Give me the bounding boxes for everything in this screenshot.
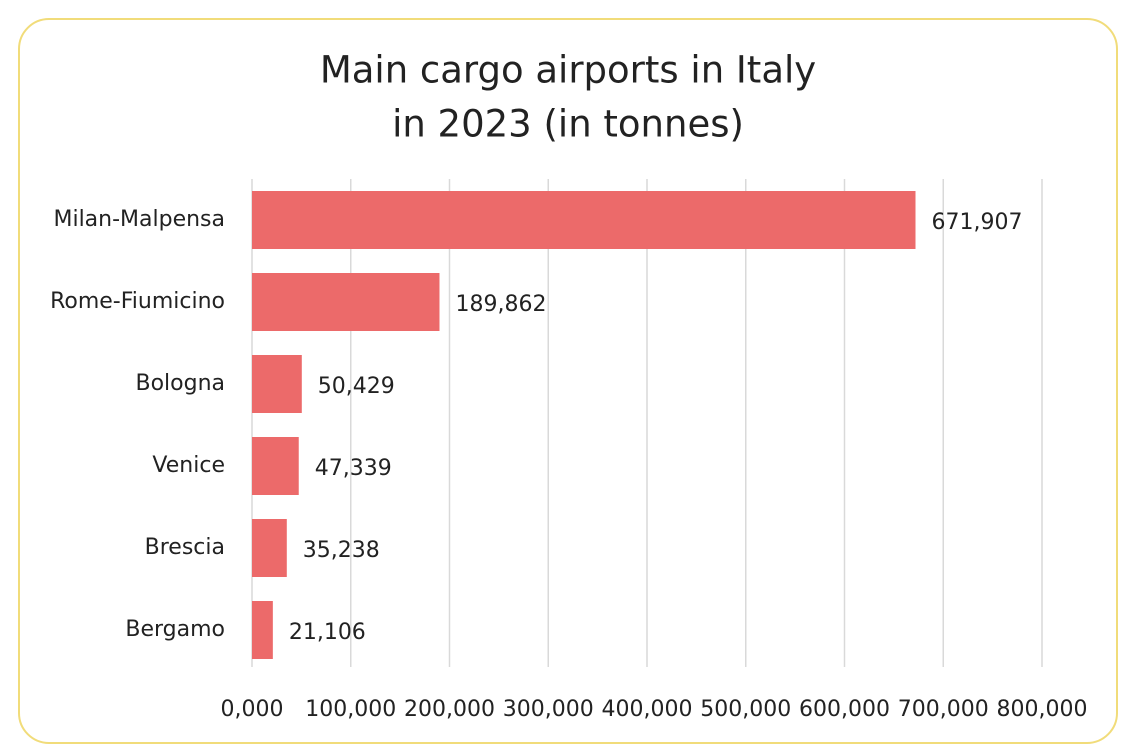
x-tick-label: 600,000 (799, 697, 890, 722)
x-tick-label: 400,000 (602, 697, 693, 722)
chart-title: in 2023 (in tonnes) (392, 103, 744, 146)
value-label: 35,238 (303, 538, 380, 563)
x-tick-label: 500,000 (700, 697, 791, 722)
bar (252, 355, 302, 413)
value-label: 47,339 (315, 456, 392, 481)
chart-title: Main cargo airports in Italy (320, 49, 816, 92)
y-tick-label: Venice (152, 453, 225, 478)
value-label: 21,106 (289, 620, 366, 645)
x-tick-label: 0,000 (221, 697, 284, 722)
bar (252, 519, 287, 577)
x-tick-label: 100,000 (305, 697, 396, 722)
bar (252, 191, 916, 249)
bar (252, 437, 299, 495)
y-tick-label: Bergamo (125, 617, 225, 642)
x-tick-label: 200,000 (404, 697, 495, 722)
y-tick-label: Brescia (145, 535, 225, 560)
x-tick-label: 800,000 (997, 697, 1088, 722)
y-tick-label: Milan-Malpensa (53, 207, 225, 232)
value-label: 50,429 (318, 374, 395, 399)
value-label: 189,862 (455, 292, 546, 317)
x-tick-label: 700,000 (898, 697, 989, 722)
bar (252, 601, 273, 659)
value-label: 671,907 (932, 210, 1023, 235)
x-tick-label: 300,000 (503, 697, 594, 722)
bar (252, 273, 440, 331)
y-tick-label: Bologna (135, 371, 225, 396)
y-tick-label: Rome-Fiumicino (50, 289, 225, 314)
